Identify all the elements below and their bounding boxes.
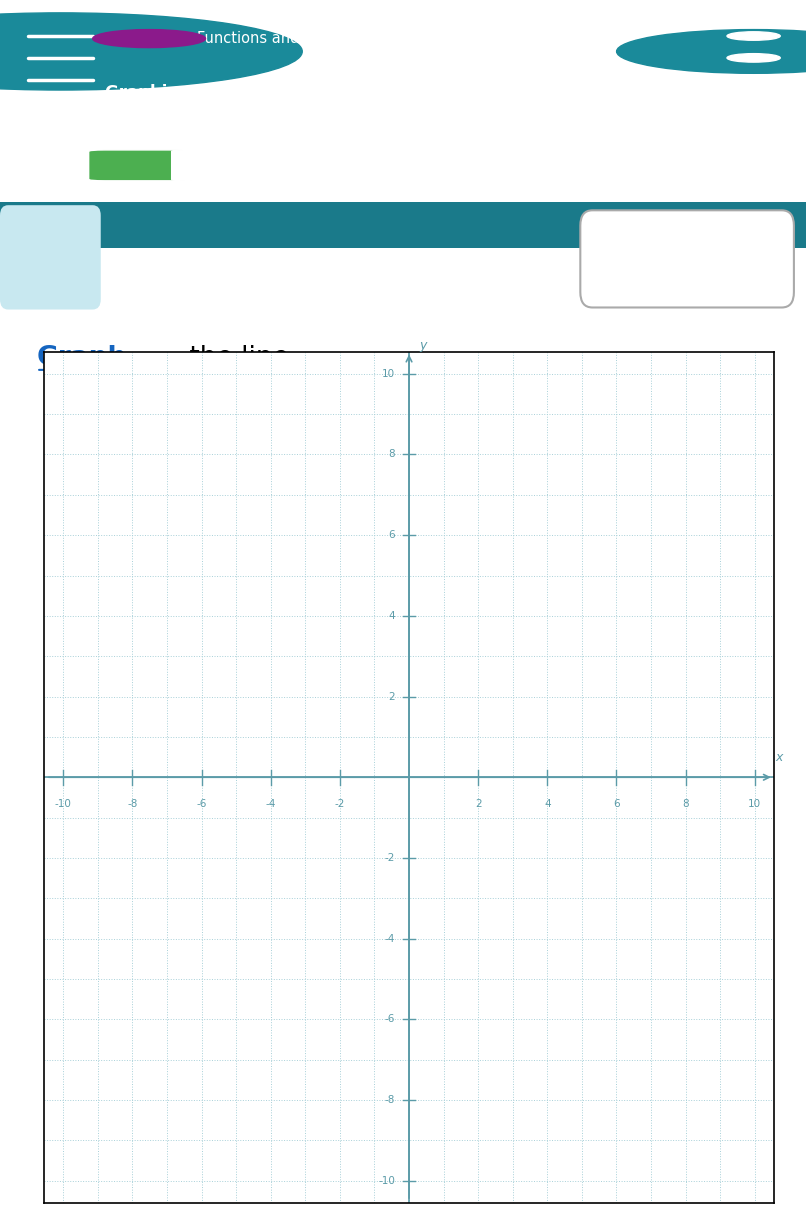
- Text: -6: -6: [384, 1014, 395, 1024]
- Text: 10: 10: [748, 800, 762, 810]
- Circle shape: [617, 29, 806, 74]
- FancyBboxPatch shape: [338, 149, 442, 181]
- Text: -4: -4: [265, 800, 276, 810]
- Text: 6: 6: [613, 800, 620, 810]
- Text: 8: 8: [388, 450, 395, 459]
- FancyBboxPatch shape: [255, 149, 359, 181]
- Circle shape: [727, 54, 780, 62]
- Text: $y = \dfrac{1}{3}x - 4$: $y = \dfrac{1}{3}x - 4$: [56, 409, 177, 456]
- Text: 6: 6: [388, 530, 395, 540]
- Text: the line.: the line.: [181, 344, 297, 371]
- Text: -10: -10: [378, 1176, 395, 1186]
- Text: -8: -8: [127, 800, 138, 810]
- Circle shape: [727, 76, 780, 85]
- Text: 2: 2: [388, 692, 395, 702]
- Text: 4: 4: [388, 611, 395, 621]
- Text: -4: -4: [384, 933, 395, 943]
- Text: -10: -10: [55, 800, 72, 810]
- Text: y: y: [419, 338, 426, 352]
- Text: Functions and Lines: Functions and Lines: [197, 31, 343, 47]
- Text: Español: Español: [657, 251, 717, 266]
- FancyBboxPatch shape: [0, 206, 101, 310]
- Text: 8: 8: [683, 800, 689, 810]
- Text: 4: 4: [544, 800, 550, 810]
- Text: -2: -2: [384, 853, 395, 862]
- Text: x: x: [775, 751, 783, 763]
- Text: Graphing a line given its equation in slope-...: Graphing a line given its equation in sl…: [105, 83, 528, 102]
- FancyBboxPatch shape: [172, 149, 276, 181]
- FancyBboxPatch shape: [89, 149, 193, 181]
- Text: Graph: Graph: [36, 344, 127, 371]
- Circle shape: [727, 32, 780, 40]
- Circle shape: [93, 29, 206, 48]
- Text: -2: -2: [334, 800, 345, 810]
- FancyBboxPatch shape: [421, 149, 526, 181]
- Circle shape: [0, 12, 302, 91]
- Text: 10: 10: [382, 369, 395, 379]
- Text: 2: 2: [475, 800, 481, 810]
- FancyBboxPatch shape: [580, 211, 794, 307]
- Text: -6: -6: [197, 800, 207, 810]
- Text: 1/5: 1/5: [540, 158, 564, 173]
- Text: -8: -8: [384, 1095, 395, 1105]
- Bar: [0, 202, 806, 249]
